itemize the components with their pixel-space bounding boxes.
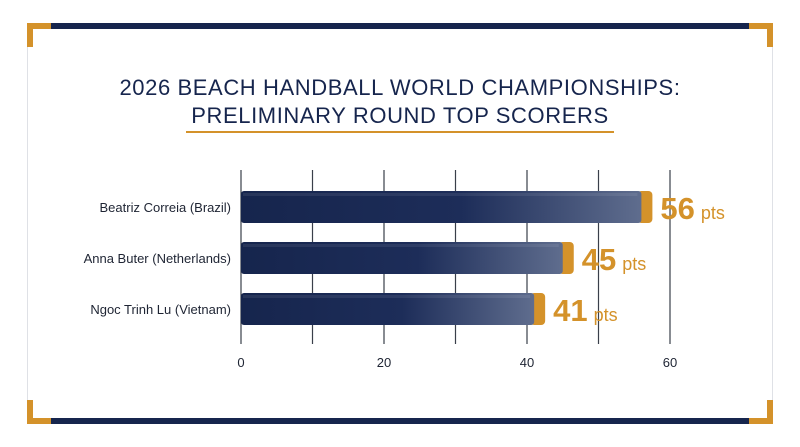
corner-accent-top-right	[749, 23, 773, 47]
chart-title: 2026 BEACH HANDBALL WORLD CHAMPIONSHIPS:…	[0, 74, 800, 130]
x-tick-label: 40	[520, 355, 534, 370]
category-label: Anna Buter (Netherlands)	[84, 251, 231, 266]
value-label: 45 pts	[582, 242, 647, 277]
bar	[241, 293, 535, 325]
bar-highlight	[243, 244, 559, 247]
x-tick-label: 60	[663, 355, 677, 370]
title-underline	[186, 131, 614, 133]
category-label: Ngoc Trinh Lu (Vietnam)	[90, 302, 231, 317]
top-band	[27, 23, 773, 29]
bar	[241, 191, 642, 223]
corner-accent-top-left	[27, 23, 51, 47]
bar-highlight	[243, 193, 638, 196]
bottom-band	[27, 418, 773, 424]
bar	[241, 242, 563, 274]
corner-accent-bottom-right	[749, 400, 773, 424]
chart-title-line-1: 2026 BEACH HANDBALL WORLD CHAMPIONSHIPS:	[119, 75, 681, 100]
x-tick-label: 20	[377, 355, 391, 370]
bar-highlight	[243, 295, 531, 298]
chart-title-line-2: PRELIMINARY ROUND TOP SCORERS	[191, 103, 609, 128]
value-label: 56 pts	[660, 191, 725, 226]
category-label: Beatriz Correia (Brazil)	[100, 200, 231, 215]
x-tick-label: 0	[237, 355, 244, 370]
value-label: 41 pts	[553, 293, 618, 328]
corner-accent-bottom-left	[27, 400, 51, 424]
